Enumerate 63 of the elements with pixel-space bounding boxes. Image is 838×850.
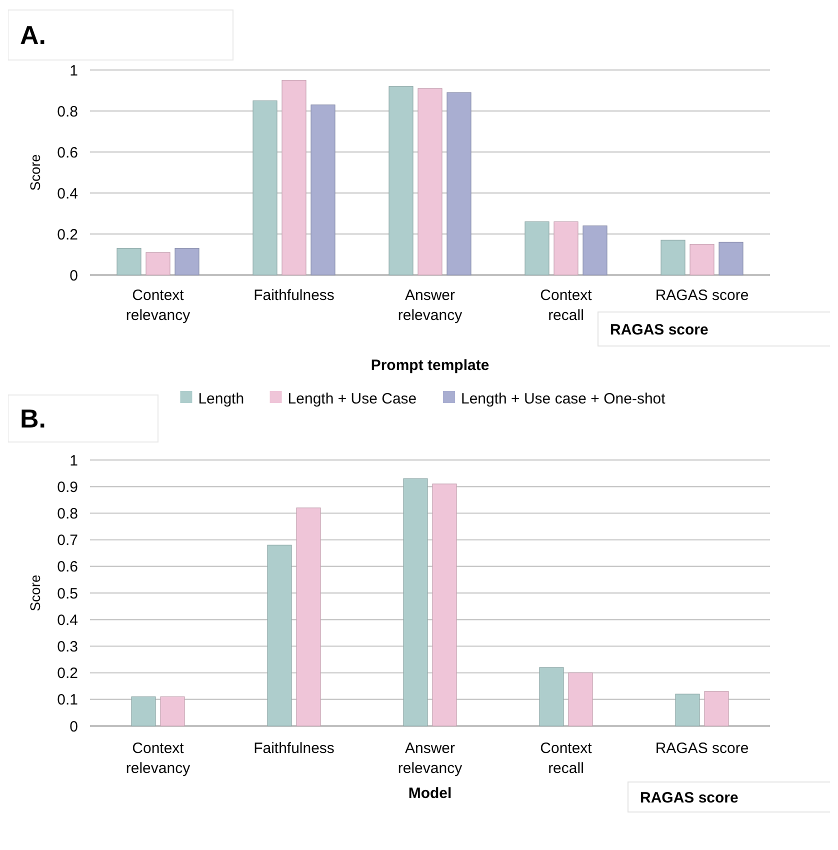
chart-title: B. (20, 404, 46, 434)
bar (131, 696, 156, 726)
bar (146, 252, 170, 276)
bar (690, 244, 714, 276)
x-axis-title: Prompt template (370, 357, 490, 374)
text: RAGAS score (640, 789, 738, 806)
y-tick-label: 0.8 (57, 505, 78, 522)
x-tick-label: Faithfulness (254, 740, 334, 757)
bar (704, 691, 729, 726)
y-tick-label: 0.1 (57, 692, 78, 709)
y-tick-label: 0.6 (57, 144, 78, 162)
bar (446, 92, 472, 276)
bar (296, 508, 321, 726)
bar (539, 667, 564, 726)
x-tick-label: Context relevancy (126, 287, 191, 324)
y-tick-label: 0.4 (57, 612, 78, 629)
y-tick-label: 0.9 (57, 478, 78, 496)
bar (418, 88, 442, 276)
x-tick-label: Context relevancy (126, 740, 191, 777)
bar (554, 221, 578, 276)
text: RAGAS score (610, 321, 708, 338)
y-tick-label: 1 (70, 62, 78, 80)
legend-label: Length + Use Case (288, 390, 417, 408)
legend-label: Length (198, 390, 244, 408)
y-tick-label: 0.6 (57, 558, 78, 576)
bar (160, 696, 185, 726)
chart-title: A. (20, 20, 46, 50)
bar (432, 484, 457, 726)
x-tick-label: Answer relevancy (398, 287, 463, 324)
y-axis-title: Score (27, 574, 43, 612)
bar (252, 100, 278, 276)
y-tick-label: 0.8 (57, 103, 78, 120)
y-tick-label: 0.2 (57, 226, 78, 244)
bar (388, 86, 414, 276)
legend-label: Length + Use case + One-shot (461, 390, 666, 408)
bar (267, 544, 292, 726)
bar (403, 478, 428, 726)
bar (524, 221, 550, 276)
x-axis-title: Model (408, 785, 452, 802)
x-tick-label: RAGAS score (655, 740, 749, 757)
y-tick-label: 0.3 (57, 638, 78, 656)
bar (675, 694, 700, 726)
y-tick-label: 0.4 (57, 185, 78, 202)
bar (310, 104, 336, 276)
x-tick-label: Context recall (540, 740, 593, 777)
y-tick-label: 0.7 (57, 532, 78, 550)
y-tick-label: 1 (70, 452, 78, 470)
x-tick-label: Answer relevancy (398, 740, 463, 777)
y-tick-label: 0.5 (57, 585, 78, 602)
y-tick-label: 0 (70, 718, 78, 736)
bar (568, 672, 593, 726)
bar (582, 226, 608, 276)
y-tick-label: 0.2 (57, 665, 78, 682)
bar (718, 242, 744, 276)
bar (174, 248, 200, 276)
x-tick-label: Faithfulness (254, 287, 334, 304)
bar (660, 240, 686, 276)
bar (282, 80, 306, 276)
y-tick-label: 0 (70, 267, 78, 284)
y-axis-title: Score (27, 154, 43, 191)
bar (116, 248, 142, 276)
x-tick-label: Context recall (540, 287, 593, 324)
x-tick-label: RAGAS score (655, 287, 749, 304)
